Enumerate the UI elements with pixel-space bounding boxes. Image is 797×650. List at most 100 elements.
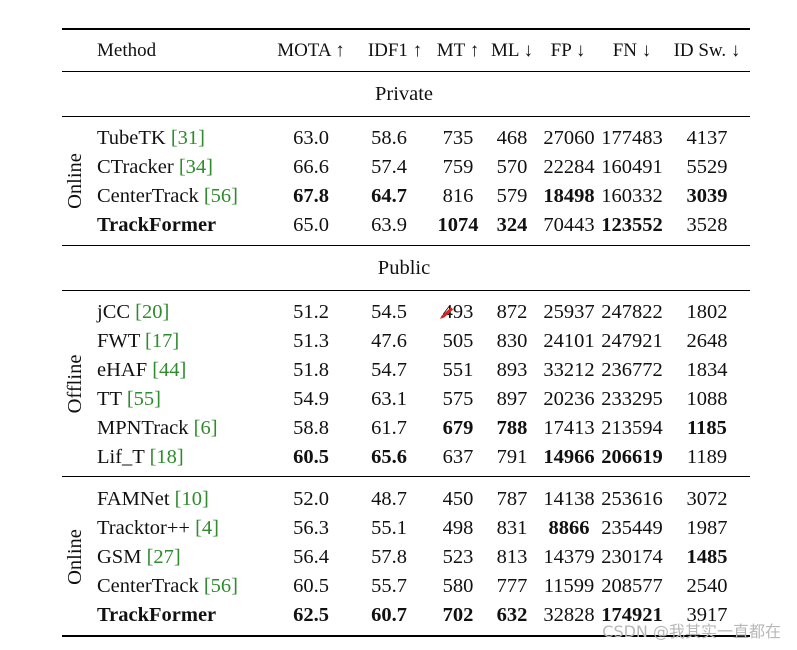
metric-value-cell: 51.3 xyxy=(293,330,329,352)
metric-value-cell: 24101 xyxy=(543,330,595,352)
metric-value-cell: 11599 xyxy=(543,575,595,597)
metric-value-cell: 679 xyxy=(442,417,474,439)
metric-value-cell: 788 xyxy=(496,417,528,439)
metric-value-cell: 637 xyxy=(442,446,474,468)
red-pen-marker-icon xyxy=(440,307,454,319)
metric-value-cell: 735 xyxy=(442,127,474,149)
citation-link[interactable]: [31] xyxy=(170,127,206,149)
metric-value-cell: 2648 xyxy=(686,330,728,352)
metric-value-cell: 2540 xyxy=(686,575,728,597)
metric-value-cell: 787 xyxy=(496,488,528,510)
metric-value-cell: 580 xyxy=(442,575,474,597)
metric-value-cell: 123552 xyxy=(601,214,663,236)
metric-value-cell: 160491 xyxy=(601,156,663,178)
metric-value-cell: 551 xyxy=(442,359,474,381)
group-label-public-online: Online xyxy=(64,529,86,585)
metric-value-cell: 1987 xyxy=(686,517,728,539)
method-name: jCC xyxy=(97,301,136,323)
metric-value-cell: 51.2 xyxy=(293,301,329,323)
citation-link[interactable]: [44] xyxy=(152,359,187,381)
metric-value-cell: 52.0 xyxy=(293,488,329,510)
metric-value-cell: 60.5 xyxy=(293,575,329,597)
citation-link[interactable]: [56] xyxy=(203,575,239,597)
citation-link[interactable]: [10] xyxy=(174,488,209,510)
citation-link[interactable]: [27] xyxy=(146,546,181,568)
metric-value-cell: 253616 xyxy=(601,488,663,510)
metric-value-cell: 3039 xyxy=(686,185,728,207)
public-label-rule xyxy=(62,290,750,291)
metric-value-cell: 174921 xyxy=(601,604,663,626)
metric-value-cell: 791 xyxy=(496,446,528,468)
metric-value-cell: 66.6 xyxy=(293,156,329,178)
header-rule xyxy=(62,71,750,72)
method-name: CenterTrack xyxy=(97,185,204,207)
citation-link[interactable]: [34] xyxy=(178,156,213,178)
header-idf1: IDF1 ↑ xyxy=(367,40,423,61)
metric-value-cell: 63.9 xyxy=(371,214,407,236)
metric-value-cell: 70443 xyxy=(543,214,595,236)
metric-value-cell: 56.3 xyxy=(293,517,329,539)
metric-value-cell: 64.7 xyxy=(371,185,407,207)
citation-link[interactable]: [17] xyxy=(145,330,180,352)
method-name: TrackFormer xyxy=(97,214,217,236)
metric-value-cell: 54.5 xyxy=(371,301,407,323)
metric-value-cell: 1802 xyxy=(686,301,728,323)
citation-link[interactable]: [18] xyxy=(149,446,184,468)
metric-value-cell: 523 xyxy=(442,546,474,568)
method-name: GSM xyxy=(97,546,147,568)
header-method: Method xyxy=(97,40,157,61)
metric-value-cell: 450 xyxy=(442,488,474,510)
metric-value-cell: 493 xyxy=(442,301,474,323)
metric-value-cell: 56.4 xyxy=(293,546,329,568)
metric-value-cell: 1088 xyxy=(686,388,728,410)
metric-value-cell: 213594 xyxy=(601,417,663,439)
header-mota: MOTA ↑ xyxy=(277,40,345,61)
method-name: TT xyxy=(97,388,127,410)
method-name: TrackFormer xyxy=(97,604,217,626)
metric-value-cell: 3917 xyxy=(686,604,728,626)
metric-value-cell: 14379 xyxy=(543,546,595,568)
metric-value-cell: 324 xyxy=(496,214,528,236)
citation-link[interactable]: [56] xyxy=(203,185,239,207)
metric-value-cell: 17413 xyxy=(543,417,595,439)
metric-value-cell: 632 xyxy=(496,604,528,626)
metric-value-cell: 4137 xyxy=(686,127,728,149)
metric-value-cell: 18498 xyxy=(543,185,595,207)
metric-value-cell: 208577 xyxy=(601,575,663,597)
citation-link[interactable]: [55] xyxy=(126,388,161,410)
section-label-public: Public xyxy=(377,257,431,279)
metric-value-cell: 14138 xyxy=(543,488,595,510)
metric-value-cell: 51.8 xyxy=(293,359,329,381)
metric-value-cell: 813 xyxy=(496,546,528,568)
metric-value-cell: 236772 xyxy=(601,359,663,381)
top-rule xyxy=(62,28,750,30)
citation-link[interactable]: [6] xyxy=(193,417,218,439)
metric-value-cell: 893 xyxy=(496,359,528,381)
metric-value-cell: 57.8 xyxy=(371,546,407,568)
metric-value-cell: 22284 xyxy=(543,156,595,178)
metric-value-cell: 830 xyxy=(496,330,528,352)
metric-value-cell: 247822 xyxy=(601,301,663,323)
metric-value-cell: 55.7 xyxy=(371,575,407,597)
method-name: CenterTrack xyxy=(97,575,204,597)
metric-value-cell: 63.0 xyxy=(293,127,329,149)
method-name: FAMNet xyxy=(97,488,175,510)
citation-link[interactable]: [20] xyxy=(135,301,170,323)
metric-value-cell: 206619 xyxy=(601,446,663,468)
metric-value-cell: 65.6 xyxy=(371,446,407,468)
method-name-cell: Tracktor++ [4] xyxy=(97,516,219,540)
metric-value-cell: 65.0 xyxy=(293,214,329,236)
section-label-private: Private xyxy=(374,83,434,105)
metric-value-cell: 14966 xyxy=(543,446,595,468)
method-name-cell: eHAF [44] xyxy=(97,358,186,382)
metric-value-cell: 230174 xyxy=(601,546,663,568)
metric-value-cell: 55.1 xyxy=(371,517,407,539)
metric-value-cell: 58.8 xyxy=(293,417,329,439)
metric-value-cell: 1074 xyxy=(437,214,479,236)
metric-value-cell: 235449 xyxy=(601,517,663,539)
metric-value-cell: 872 xyxy=(496,301,528,323)
method-name-cell: CenterTrack [56] xyxy=(97,574,238,598)
citation-link[interactable]: [4] xyxy=(195,517,220,539)
metric-value-cell: 48.7 xyxy=(371,488,407,510)
metric-value-cell: 897 xyxy=(496,388,528,410)
